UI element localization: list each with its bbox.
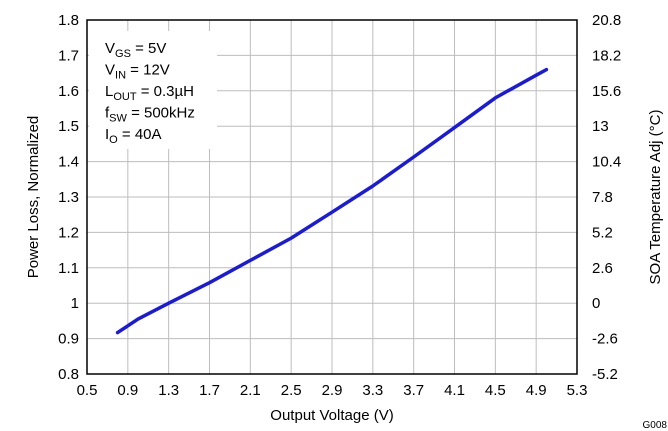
- y-tick-label: 1.4: [58, 154, 79, 171]
- y-axis-title: Power Loss, Normalized: [25, 116, 42, 279]
- x-tick-label: 5.3: [567, 382, 588, 399]
- y2-tick-label: 0: [592, 295, 600, 312]
- x-tick-label: 2.1: [240, 382, 261, 399]
- x-axis-title: Output Voltage (V): [270, 407, 393, 424]
- conditions-background: [89, 31, 217, 149]
- series-line: [115, 67, 549, 335]
- y-tick-labels: 0.8 0.9 1 1.1 1.2 1.3 1.4 1.5 1.6 1.7 1.8: [58, 12, 79, 383]
- y-tick-label: 1.7: [58, 47, 79, 64]
- y-tick-label: 1.6: [58, 83, 79, 100]
- condition-line: LOUT = 0.3µH: [105, 83, 194, 103]
- y2-tick-label: 15.6: [592, 83, 621, 100]
- plot-area-frame: [86, 19, 578, 375]
- condition-line: IO = 40A: [105, 126, 162, 146]
- x-tick-label: 4.1: [444, 382, 465, 399]
- y-tick-label: 1.1: [58, 260, 79, 277]
- condition-line: VIN = 12V: [105, 62, 170, 82]
- x-tick-labels: 0.5 0.9 1.3 1.7 2.1 2.5 2.9 3.3 3.7 4.1 4.5 4.9 5.3: [77, 382, 588, 399]
- y-tick-label: 1.5: [58, 118, 79, 135]
- y-tick-label: 1: [71, 295, 79, 312]
- y2-tick-label: -2.6: [592, 331, 618, 348]
- x-tick-label: 1.3: [158, 382, 179, 399]
- x-tick-label: 4.9: [526, 382, 547, 399]
- y2-tick-label: -5.2: [592, 366, 618, 383]
- y-tick-label: 0.8: [58, 366, 79, 383]
- y-tick-label: 1.3: [58, 189, 79, 206]
- y2-tick-label: 5.2: [592, 224, 613, 241]
- y2-tick-label: 18.2: [592, 47, 621, 64]
- y2-tick-label: 2.6: [592, 260, 613, 277]
- y2-tick-label: 20.8: [592, 12, 621, 29]
- y-tick-label: 1.2: [58, 224, 79, 241]
- x-tick-label: 1.7: [199, 382, 220, 399]
- x-tick-label: 0.9: [117, 382, 138, 399]
- figure-id: G008: [643, 420, 668, 431]
- y2-axis-title: SOA Temperature Adj (°C): [647, 110, 664, 285]
- y2-tick-label: 13: [592, 118, 609, 135]
- y2-tick-labels: -5.2 -2.6 0 2.6 5.2 7.8 10.4 13 15.6 18.2 20.8: [592, 12, 621, 383]
- x-tick-label: 3.3: [362, 382, 383, 399]
- y-tick-label: 1.8: [58, 12, 79, 29]
- x-tick-label: 4.5: [485, 382, 506, 399]
- x-tick-label: 3.7: [403, 382, 424, 399]
- y2-tick-label: 10.4: [592, 154, 621, 171]
- x-tick-label: 2.9: [322, 382, 343, 399]
- condition-line: VGS = 5V: [105, 40, 166, 60]
- y2-tick-label: 7.8: [592, 189, 613, 206]
- x-tick-label: 0.5: [77, 382, 98, 399]
- condition-line: fSW = 500kHz: [105, 105, 195, 125]
- y-tick-label: 0.9: [58, 331, 79, 348]
- x-tick-label: 2.5: [281, 382, 302, 399]
